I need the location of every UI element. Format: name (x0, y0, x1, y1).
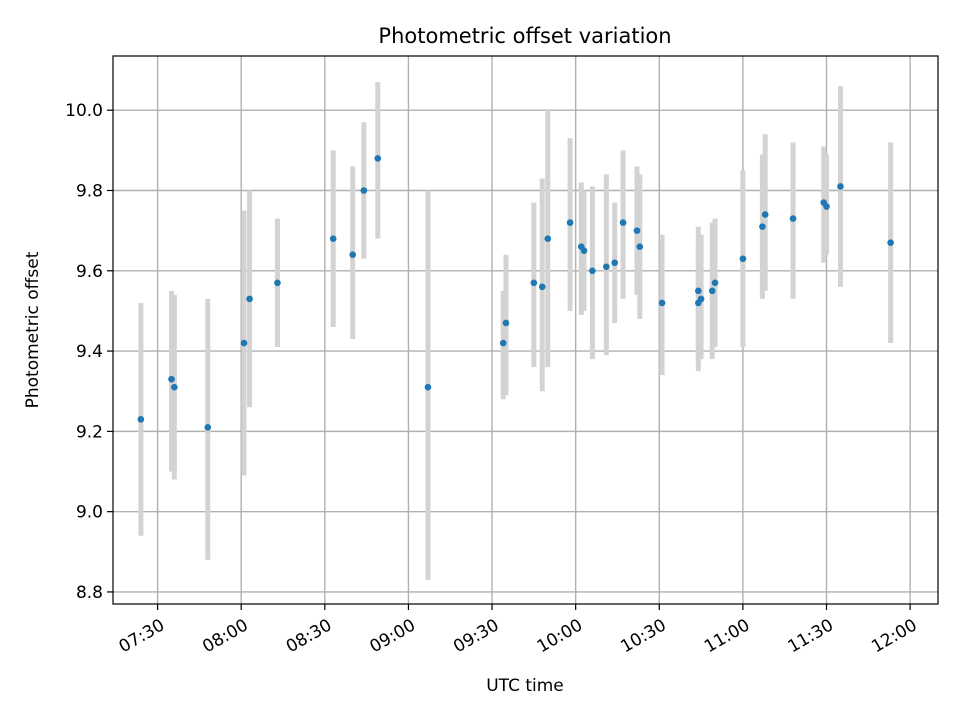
data-point (711, 279, 719, 287)
data-point (789, 215, 797, 222)
y-tick-label: 9.0 (76, 503, 103, 523)
data-point (708, 287, 716, 295)
data-point (329, 235, 337, 242)
data-point (566, 219, 574, 226)
data-point (761, 211, 769, 218)
y-tick-label: 9.2 (76, 422, 103, 442)
data-point (589, 267, 596, 275)
y-tick-label: 9.6 (76, 262, 103, 282)
data-point (274, 279, 281, 287)
data-point (603, 263, 610, 271)
data-point (349, 251, 356, 259)
data-point (538, 283, 546, 291)
y-axis: 8.8 9.0 9.2 9.4 9.6 9.8 10.0 (65, 101, 113, 603)
data-point (837, 183, 844, 190)
data-point (739, 255, 747, 263)
y-tick-label: 9.8 (76, 181, 103, 201)
data-point (580, 247, 588, 255)
data-point (502, 319, 510, 327)
y-axis-label: Photometric offset (23, 251, 43, 408)
data-point (633, 227, 641, 234)
data-point (499, 339, 507, 347)
data-point (246, 295, 253, 303)
plot-frame (112, 55, 939, 605)
y-tick-label: 9.4 (76, 342, 103, 362)
grid (113, 56, 938, 604)
data-point (544, 235, 552, 242)
data-point (619, 219, 627, 226)
data-point (530, 279, 538, 287)
data-point (137, 416, 145, 423)
data-point (240, 339, 248, 347)
data-point (168, 375, 175, 383)
y-tick-label: 10.0 (65, 101, 103, 121)
data-points (137, 155, 894, 431)
chart-title: Photometric offset variation (378, 24, 671, 48)
data-point (204, 424, 212, 431)
data-point (823, 203, 830, 210)
data-point (658, 299, 666, 307)
data-point (759, 223, 766, 230)
data-point (374, 155, 382, 162)
data-point (171, 383, 178, 391)
data-point (695, 287, 702, 295)
data-point (424, 383, 432, 391)
y-tick-label: 8.8 (76, 583, 103, 603)
data-point (887, 239, 894, 246)
x-axis-label: UTC time (486, 676, 564, 696)
data-point (697, 295, 705, 303)
data-point (636, 243, 644, 250)
data-point (360, 187, 368, 194)
data-point (611, 259, 618, 267)
